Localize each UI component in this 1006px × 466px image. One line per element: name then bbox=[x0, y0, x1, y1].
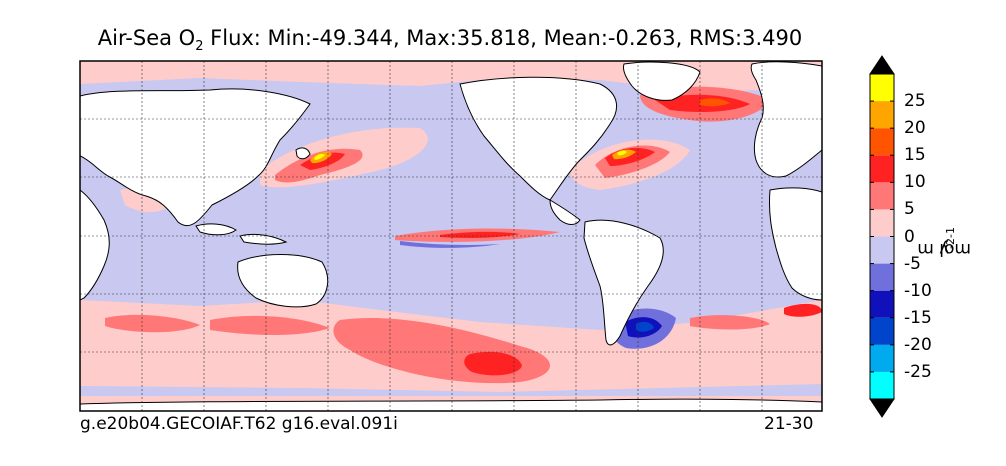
patagonia-negative-peak bbox=[636, 321, 654, 332]
colorbar-box bbox=[870, 74, 894, 102]
colorbar-box bbox=[870, 290, 894, 318]
title-suffix: Flux: Min:-49.344, Max:35.818, Mean:-0.2… bbox=[203, 26, 803, 50]
colorbar-tick-label: -15 bbox=[904, 307, 932, 328]
colorbar-tick-label: -5 bbox=[904, 253, 921, 274]
equatorial-pacific-negative bbox=[400, 241, 500, 248]
colorbar-tick-label: 5 bbox=[904, 199, 915, 220]
southern-patch-6 bbox=[784, 303, 822, 317]
run-identifier: g.e20b04.GECOIAF.T62 g16.eval.091i bbox=[80, 414, 398, 434]
unit-part-b: y bbox=[939, 238, 950, 259]
southern-patch-5 bbox=[690, 315, 770, 330]
gulf-stream-peak-1 bbox=[612, 149, 636, 160]
colorbar-box bbox=[870, 317, 894, 345]
colorbar-bottom-arrow bbox=[869, 398, 895, 418]
colorbar-box bbox=[870, 209, 894, 237]
southern-patch-4 bbox=[464, 351, 522, 376]
colorbar-box bbox=[870, 182, 894, 210]
colorbar-tick-label: 15 bbox=[904, 145, 926, 166]
equatorial-pacific-core bbox=[440, 231, 520, 238]
map-frame bbox=[79, 60, 823, 412]
southern-patch-1 bbox=[105, 314, 200, 333]
colorbar-boxes bbox=[870, 74, 894, 399]
colorbar-box bbox=[870, 101, 894, 129]
map-title: Air-Sea O2 Flux: Min:-49.344, Max:35.818… bbox=[0, 26, 900, 54]
colorbar-tick-label: 10 bbox=[904, 172, 926, 193]
land-masses bbox=[80, 61, 822, 411]
gulf-stream-peak-2 bbox=[617, 150, 627, 156]
southern-patch-2 bbox=[210, 315, 330, 335]
colorbar-box bbox=[870, 236, 894, 264]
map-canvas bbox=[80, 61, 822, 411]
unit-exp-2: -1 bbox=[944, 227, 958, 238]
colorbar-box bbox=[870, 371, 894, 399]
colorbar-top-arrow bbox=[869, 55, 895, 75]
colorbar-box bbox=[870, 263, 894, 291]
nordic-seas-peak bbox=[700, 98, 730, 107]
colorbar-tick-marks bbox=[870, 100, 894, 373]
arabian-sea-band bbox=[120, 188, 170, 213]
colorbar-tick-label: -25 bbox=[904, 361, 932, 382]
title-subscript: 2 bbox=[195, 39, 204, 55]
colorbar-box bbox=[870, 344, 894, 372]
kuroshio-peak-2 bbox=[314, 154, 325, 160]
colorbar bbox=[869, 55, 895, 418]
year-range: 21-30 bbox=[764, 414, 814, 434]
colorbar-tick-label: -10 bbox=[904, 280, 932, 301]
colorbar-tick-label: 0 bbox=[904, 226, 915, 247]
colorbar-tick-label: 25 bbox=[904, 91, 926, 112]
colorbar-box bbox=[870, 155, 894, 183]
colorbar-tick-label: -20 bbox=[904, 334, 932, 355]
kuroshio-core bbox=[300, 152, 345, 170]
title-prefix: Air-Sea O bbox=[97, 26, 196, 50]
colorbar-box bbox=[870, 128, 894, 156]
colorbar-tick-label: 20 bbox=[904, 118, 926, 139]
